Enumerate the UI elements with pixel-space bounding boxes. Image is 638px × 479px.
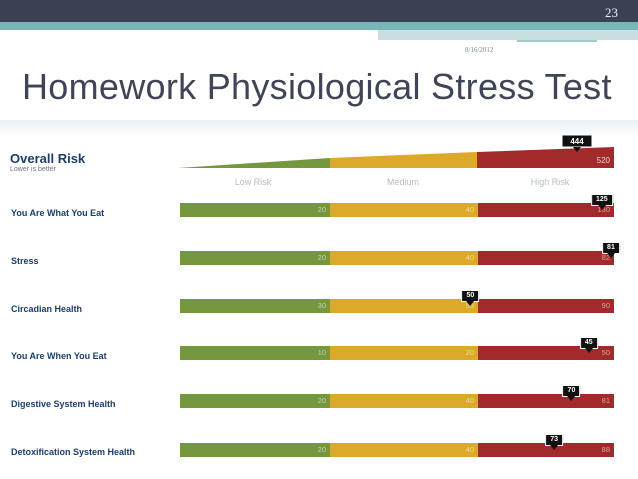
slide-title: Homework Physiological Stress Test — [22, 66, 612, 107]
high-threshold: 88 — [601, 445, 610, 454]
high-segment: 50 — [478, 346, 614, 360]
slide-header-bar — [0, 0, 638, 22]
low-segment: 30 — [180, 299, 330, 313]
slide-header-stripe — [378, 30, 638, 40]
score-marker: 45 — [579, 337, 598, 353]
overall-medium-wedge — [330, 152, 477, 168]
row-label: Stress — [11, 256, 39, 266]
score-marker: 50 — [461, 290, 480, 306]
low-threshold: 30 — [317, 301, 326, 310]
slide-header-accent — [0, 22, 638, 30]
low-segment: 20 — [180, 394, 330, 408]
row-label: Detoxification System Health — [11, 447, 136, 457]
low-segment: 20 — [180, 203, 330, 217]
overall-risk-gauge: 444 520 — [178, 134, 614, 168]
low-segment: 10 — [180, 346, 330, 360]
slide-header-line — [517, 40, 597, 42]
overall-max-value: 520 — [597, 156, 611, 165]
row-label: You Are What You Eat — [11, 208, 105, 218]
medium-threshold: 20 — [465, 348, 474, 357]
low-threshold: 20 — [317, 205, 326, 214]
high-threshold: 81 — [601, 396, 610, 405]
medium-segment: 59 — [330, 299, 478, 313]
high-segment: 81 — [478, 394, 614, 408]
low-threshold: 20 — [317, 396, 326, 405]
overall-risk-label: Overall Risk — [10, 151, 86, 166]
medium-segment: 20 — [330, 346, 478, 360]
score-marker: 125 — [591, 194, 613, 210]
zone-label-medium: Medium — [386, 177, 419, 187]
low-segment: 20 — [180, 443, 330, 457]
high-threshold: 82 — [601, 253, 610, 262]
risk-bar: 10 20 50 — [180, 346, 614, 360]
medium-segment: 40 — [330, 203, 478, 217]
medium-segment: 40 — [330, 394, 478, 408]
zone-label-low: Low Risk — [234, 177, 272, 187]
overall-low-wedge — [178, 158, 330, 168]
high-segment: 82 — [478, 251, 614, 265]
row-label: You Are When You Eat — [11, 351, 107, 361]
score-marker: 81 — [602, 242, 620, 258]
row-label: Digestive System Health — [11, 399, 116, 409]
slide-number: 23 — [605, 5, 618, 20]
low-threshold: 20 — [317, 253, 326, 262]
low-segment: 20 — [180, 251, 330, 265]
high-segment: 90 — [478, 299, 614, 313]
slide-date: 8/16/2012 — [465, 46, 494, 54]
row-label: Circadian Health — [11, 304, 83, 314]
high-segment: 88 — [478, 443, 614, 457]
risk-bar: 20 40 82 — [180, 251, 614, 265]
medium-threshold: 40 — [465, 445, 474, 454]
zone-label-high: High Risk — [530, 177, 570, 187]
overall-score-value: 444 — [570, 137, 584, 146]
low-threshold: 10 — [317, 348, 326, 357]
risk-bar: 30 59 90 — [180, 299, 614, 313]
medium-segment: 40 — [330, 443, 478, 457]
risk-bar: 20 40 130 — [180, 203, 614, 217]
medium-segment: 40 — [330, 251, 478, 265]
risk-bar: 20 40 88 — [180, 443, 614, 457]
overall-score-marker: 444 — [561, 134, 593, 152]
risk-bar: 20 40 81 — [180, 394, 614, 408]
medium-threshold: 40 — [465, 253, 474, 262]
high-threshold: 50 — [601, 348, 610, 357]
high-threshold: 90 — [601, 301, 610, 310]
low-threshold: 20 — [317, 445, 326, 454]
medium-threshold: 40 — [465, 396, 474, 405]
medium-threshold: 40 — [465, 205, 474, 214]
overall-high-wedge — [477, 147, 614, 168]
overall-risk-sublabel: Lower is better — [10, 166, 56, 173]
score-marker: 70 — [562, 385, 581, 401]
score-marker: 73 — [545, 434, 563, 450]
